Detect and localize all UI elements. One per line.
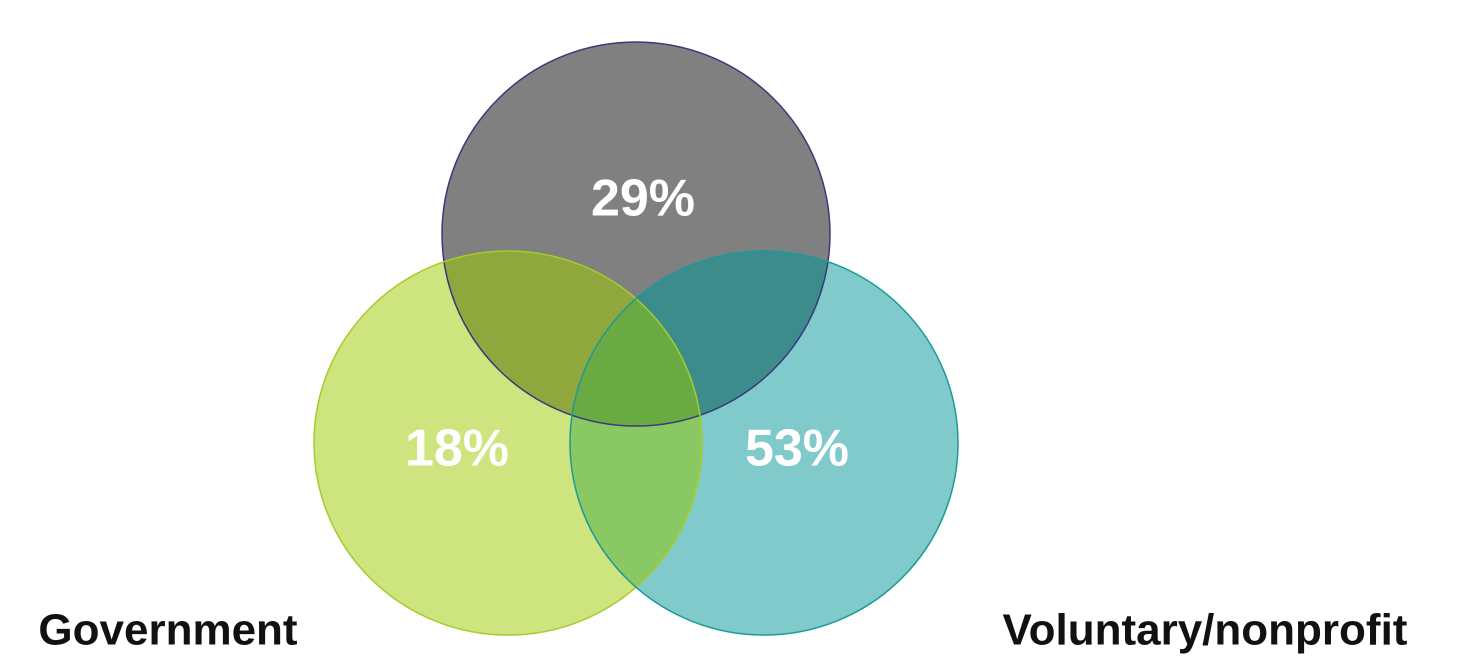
voluntary-nonprofit-caption: Voluntary/nonprofit bbox=[1003, 606, 1408, 655]
government-caption: Government bbox=[38, 606, 298, 655]
right-value-label: 53% bbox=[745, 420, 849, 478]
top-value-label: 29% bbox=[591, 170, 695, 228]
left-value-label: 18% bbox=[405, 420, 509, 478]
venn-outline-right bbox=[569, 250, 959, 636]
venn-outline-top bbox=[441, 41, 831, 427]
venn-overlap-center bbox=[570, 251, 702, 426]
venn-outline-left bbox=[313, 250, 703, 636]
